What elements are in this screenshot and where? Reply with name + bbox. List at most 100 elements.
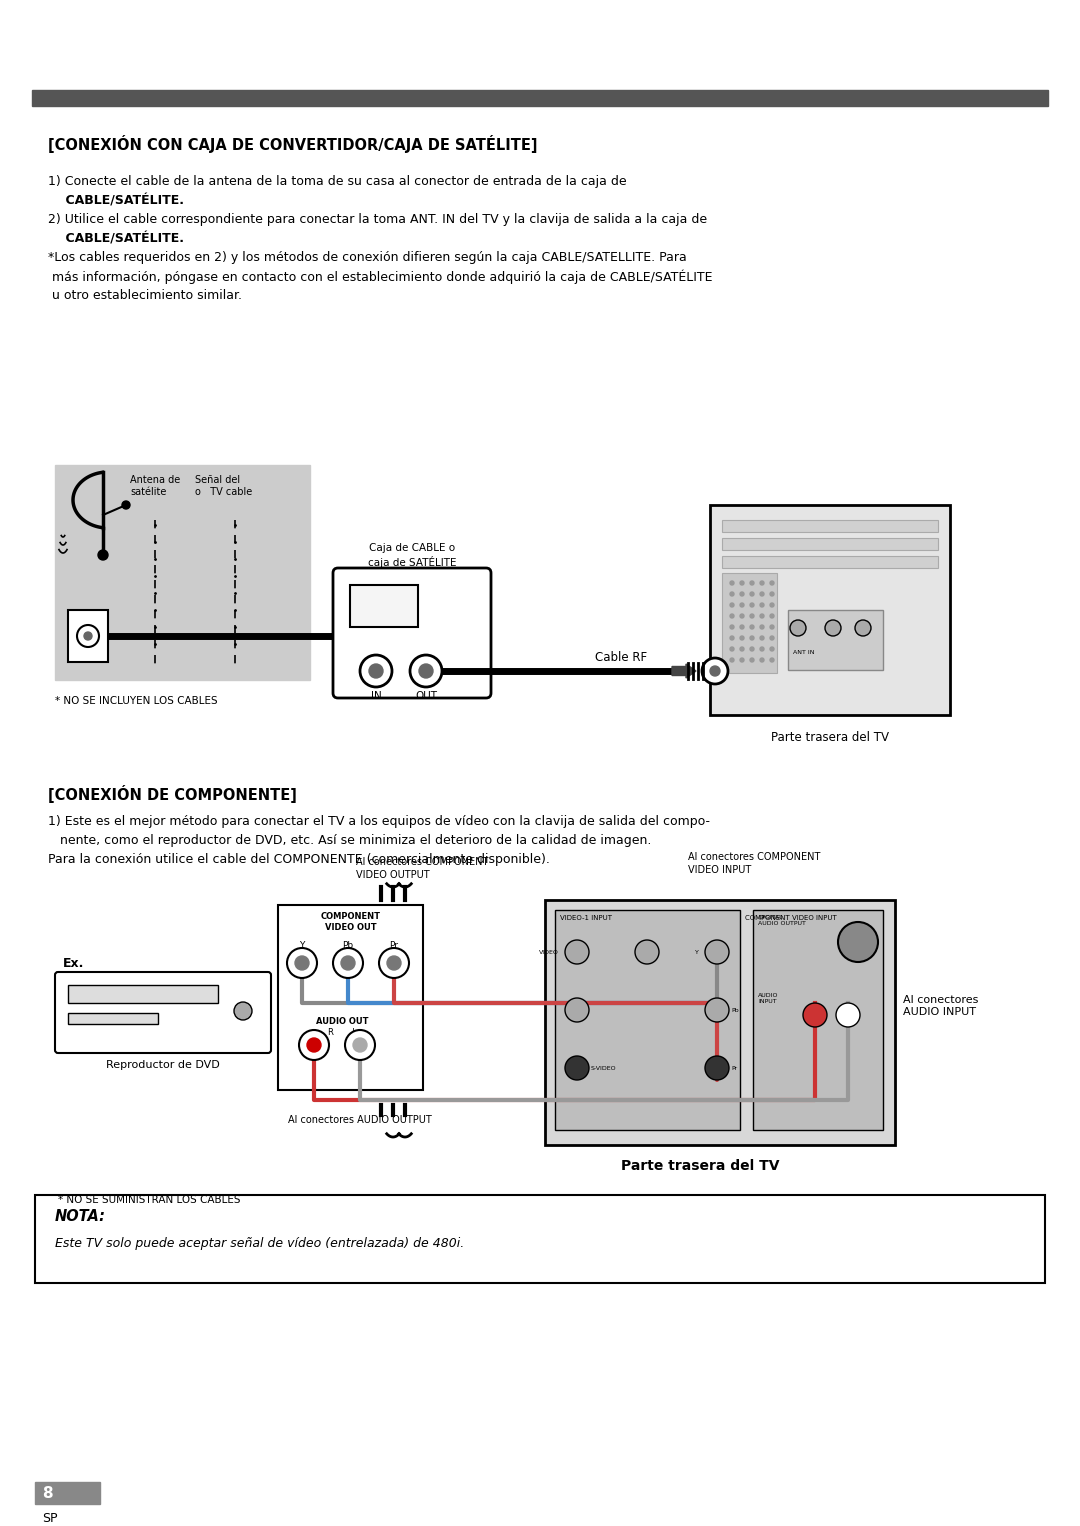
Text: Cable RF: Cable RF — [595, 652, 647, 664]
Circle shape — [760, 613, 764, 618]
Circle shape — [740, 647, 744, 652]
Text: u otro establecimiento similar.: u otro establecimiento similar. — [48, 288, 242, 302]
Circle shape — [760, 647, 764, 652]
Circle shape — [855, 620, 870, 636]
Text: COMPONENT: COMPONENT — [321, 913, 380, 922]
Text: VIDEO OUTPUT: VIDEO OUTPUT — [355, 870, 429, 881]
Circle shape — [730, 613, 734, 618]
Circle shape — [565, 940, 589, 964]
Bar — [278, 905, 423, 1090]
Circle shape — [740, 626, 744, 629]
Text: Señal del: Señal del — [195, 475, 240, 485]
Circle shape — [740, 636, 744, 639]
Text: AUDIO
INPUT: AUDIO INPUT — [758, 993, 779, 1004]
Text: NOTA:: NOTA: — [55, 1209, 106, 1224]
FancyBboxPatch shape — [333, 568, 491, 697]
Text: SP: SP — [42, 1512, 57, 1524]
Text: Parte trasera del TV: Parte trasera del TV — [771, 731, 889, 745]
Circle shape — [333, 948, 363, 978]
Circle shape — [770, 581, 774, 584]
Circle shape — [740, 658, 744, 662]
Text: Antena de: Antena de — [130, 475, 180, 485]
Bar — [35, 1195, 1045, 1283]
Circle shape — [705, 1056, 729, 1080]
Circle shape — [379, 948, 409, 978]
Circle shape — [770, 626, 774, 629]
Circle shape — [122, 501, 130, 510]
Circle shape — [710, 665, 720, 676]
Text: VIDEO: VIDEO — [539, 949, 559, 954]
Circle shape — [705, 940, 729, 964]
Text: [CONEXIÓN DE COMPONENTE]: [CONEXIÓN DE COMPONENTE] — [48, 784, 297, 803]
Text: IN: IN — [370, 691, 381, 700]
Circle shape — [836, 1003, 860, 1027]
Circle shape — [299, 1030, 329, 1061]
Text: 2) Utilice el cable correspondiente para conectar la toma ANT. IN del TV y la cl: 2) Utilice el cable correspondiente para… — [48, 214, 707, 226]
Circle shape — [760, 636, 764, 639]
Text: satélite: satélite — [130, 487, 166, 497]
Text: S-VIDEO: S-VIDEO — [591, 1065, 617, 1071]
Text: Y: Y — [696, 949, 699, 954]
Text: Al conectores COMPONENT: Al conectores COMPONENT — [355, 858, 488, 867]
Text: Pr: Pr — [390, 942, 399, 951]
Text: *Los cables requeridos en 2) y los métodos de conexión difieren según la caja CA: *Los cables requeridos en 2) y los métod… — [48, 250, 687, 264]
Circle shape — [98, 549, 108, 560]
Text: OUT: OUT — [415, 691, 437, 700]
Circle shape — [750, 647, 754, 652]
Circle shape — [635, 940, 659, 964]
Bar — [350, 584, 418, 627]
Circle shape — [295, 955, 309, 971]
Circle shape — [341, 955, 355, 971]
Bar — [723, 555, 939, 568]
Text: VIDEO INPUT: VIDEO INPUT — [688, 865, 751, 874]
Bar — [68, 1013, 158, 1024]
Circle shape — [770, 592, 774, 597]
Text: CABLE/SATÉLITE.: CABLE/SATÉLITE. — [48, 232, 184, 246]
Text: VIDEO OUT: VIDEO OUT — [325, 923, 376, 932]
Circle shape — [702, 658, 728, 684]
Circle shape — [750, 581, 754, 584]
Text: AUDIO OUT: AUDIO OUT — [316, 1016, 368, 1025]
Text: Parte trasera del TV: Parte trasera del TV — [621, 1160, 780, 1173]
Text: VIDEO-1 INPUT: VIDEO-1 INPUT — [561, 916, 612, 922]
Circle shape — [770, 603, 774, 607]
Circle shape — [760, 658, 764, 662]
Bar — [68, 610, 108, 662]
Text: Este TV solo puede aceptar señal de vídeo (entrelazada) de 480i.: Este TV solo puede aceptar señal de víde… — [55, 1238, 464, 1250]
Circle shape — [369, 664, 383, 678]
Text: 8: 8 — [42, 1485, 53, 1500]
Circle shape — [419, 664, 433, 678]
Text: [CONEXIÓN CON CAJA DE CONVERTIDOR/CAJA DE SATÉLITE]: [CONEXIÓN CON CAJA DE CONVERTIDOR/CAJA D… — [48, 134, 538, 153]
Bar — [723, 539, 939, 549]
Text: COMPONENT VIDEO INPUT: COMPONENT VIDEO INPUT — [745, 916, 837, 922]
Circle shape — [760, 592, 764, 597]
Circle shape — [825, 620, 841, 636]
Circle shape — [730, 626, 734, 629]
Text: 1) Conecte el cable de la antena de la toma de su casa al conector de entrada de: 1) Conecte el cable de la antena de la t… — [48, 175, 626, 188]
Text: CABLE/SATÉLITE.: CABLE/SATÉLITE. — [48, 194, 184, 208]
Text: Ex.: Ex. — [63, 957, 84, 971]
Circle shape — [750, 592, 754, 597]
Text: Y: Y — [299, 942, 305, 951]
Text: más información, póngase en contacto con el establecimiento donde adquirió la ca: más información, póngase en contacto con… — [48, 270, 713, 284]
Bar — [68, 984, 218, 1003]
Text: Al conectores COMPONENT: Al conectores COMPONENT — [688, 852, 820, 862]
Circle shape — [750, 636, 754, 639]
Circle shape — [789, 620, 806, 636]
Circle shape — [760, 603, 764, 607]
Circle shape — [750, 613, 754, 618]
Circle shape — [730, 592, 734, 597]
Circle shape — [730, 658, 734, 662]
Text: caja de SATÉLITE: caja de SATÉLITE — [368, 555, 456, 568]
Circle shape — [730, 647, 734, 652]
FancyBboxPatch shape — [55, 972, 271, 1053]
Bar — [555, 909, 740, 1129]
Circle shape — [760, 581, 764, 584]
Text: Al conectores
AUDIO INPUT: Al conectores AUDIO INPUT — [903, 995, 978, 1016]
Circle shape — [750, 603, 754, 607]
Circle shape — [234, 1003, 252, 1019]
Circle shape — [804, 1003, 827, 1027]
Circle shape — [345, 1030, 375, 1061]
Circle shape — [565, 1056, 589, 1080]
Circle shape — [770, 658, 774, 662]
